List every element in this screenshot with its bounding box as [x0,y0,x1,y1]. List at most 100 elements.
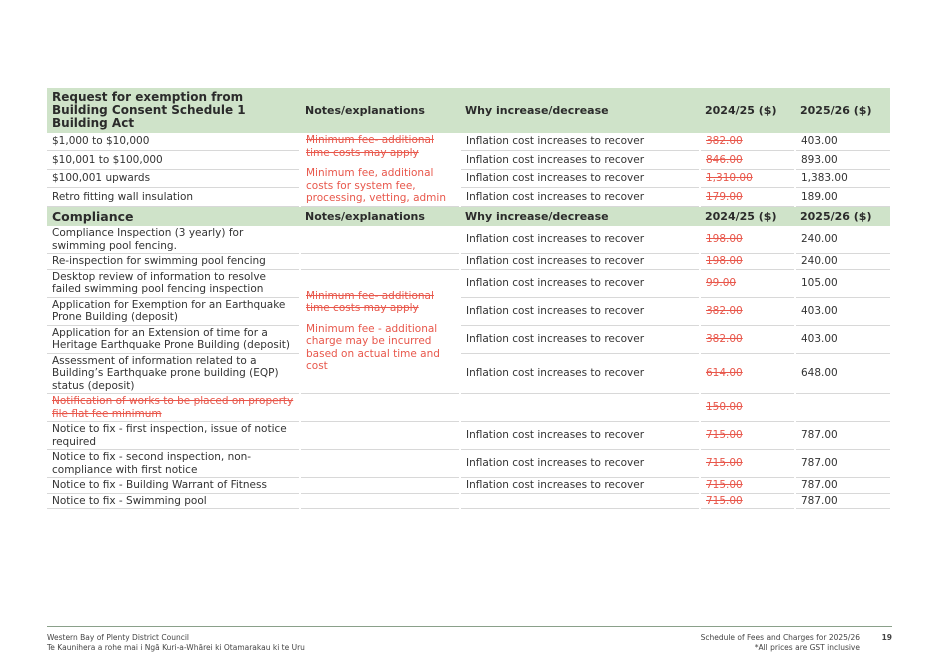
why-cell-text: Inflation cost increases to recover [466,153,645,166]
fee-item: Notice to fix - second inspection, non-c… [47,449,300,478]
why-cell-text: Inflation cost increases to recover [466,479,645,491]
fee-2024-25: 715.00 [699,477,795,494]
fee-item-text: Retro fitting wall insulation [52,190,194,203]
table-row: Application for Exemption for an Earthqu… [47,297,890,326]
fee-2024-25-text: 198.00 [706,233,743,246]
section-title: Compliance [47,207,300,226]
table-row: Assessment of information related to a B… [47,353,890,394]
table-row: $100,001 upwards Inflation cost increases… [47,169,890,189]
fee-2025-26-text: 787.00 [801,429,838,442]
why-cell: Inflation cost increases to recover [459,297,700,326]
fee-item: Compliance Inspection (3 yearly) for swi… [47,226,300,254]
fee-2024-25: 1,310.00 [699,169,795,189]
why-cell: Inflation cost increases to recover [459,150,700,170]
fee-2024-25-text: 382.00 [706,135,743,148]
notes-cell: Minimum fee- additional time costs may a… [299,133,460,207]
fee-2025-26-text: 403.00 [801,304,838,317]
footer-gst-note: *All prices are GST inclusive [754,643,860,652]
table-row: Notification of works to be placed on pr… [47,393,890,422]
fee-item: Desktop review of information to resolve… [47,269,300,298]
fee-2024-25-text: 150.00 [706,401,743,414]
fee-2024-25: 715.00 [699,493,795,509]
fee-item: Assessment of information related to a B… [47,353,300,394]
fee-item-text: Notice to fix - first inspection, issue … [52,423,287,448]
notes-cell: Minimum fee- additional time costs may a… [299,269,460,394]
fee-item-text: Notice to fix - second inspection, non-c… [52,451,252,476]
header-old: 2024/25 ($) [700,88,795,133]
fee-item: Notice to fix - Swimming pool [47,493,300,509]
table-row: Notice to fix - Building Warrant of Fitn… [47,477,890,494]
notes-cell [299,253,460,270]
compliance-table: Compliance Notes/explanations Why increa… [47,207,890,509]
fee-2024-25-text: 846.00 [706,153,743,166]
note-removed: Minimum fee- additional time costs may a… [306,289,434,315]
fee-2025-26-text: 787.00 [801,494,838,507]
fee-2024-25-text: 382.00 [706,304,743,317]
fee-2025-26-text: 240.00 [801,255,838,267]
fee-item: Re-inspection for swimming pool fencing [47,253,300,270]
fee-2025-26-text: 240.00 [801,233,838,246]
why-cell-text: Inflation cost increases to recover [466,172,645,185]
why-cell-text: Inflation cost increases to recover [466,233,645,246]
fee-2024-25: 382.00 [699,297,795,326]
fee-2024-25: 614.00 [699,353,795,394]
fee-item: $1,000 to $10,000 [47,133,300,152]
fee-2025-26: 648.00 [794,353,890,394]
table-row: Notice to fix - second inspection, non-c… [47,449,890,478]
fee-2025-26: 240.00 [794,253,890,270]
fee-2024-25: 846.00 [699,150,795,170]
why-cell-text: Inflation cost increases to recover [466,304,645,317]
fee-2024-25: 715.00 [699,449,795,478]
table-header: Request for exemption from Building Cons… [47,88,890,133]
fee-item-text: Compliance Inspection (3 yearly) for swi… [52,227,244,252]
fee-2025-26: 893.00 [794,150,890,170]
fee-item: Application for Exemption for an Earthqu… [47,297,300,326]
fee-item-text: $10,001 to $100,000 [52,153,163,166]
fee-item-text: Notice to fix - Swimming pool [52,494,207,507]
footer-doc-title: Schedule of Fees and Charges for 2025/26 [700,633,860,642]
note-new: Minimum fee - additional charge may be i… [306,322,440,373]
why-cell-text: Inflation cost increases to recover [466,190,645,203]
fee-2024-25-text: 382.00 [706,332,743,345]
fee-2025-26: 787.00 [794,493,890,509]
why-cell-text: Inflation cost increases to recover [466,255,645,267]
why-cell [459,493,700,509]
fee-item: Application for an Extension of time for… [47,325,300,354]
why-cell: Inflation cost increases to recover [459,133,700,152]
why-cell [459,393,700,422]
notes-cell [299,226,460,254]
fee-item-text: Re-inspection for swimming pool fencing [52,255,266,267]
table-row: Desktop review of information to resolve… [47,269,890,394]
fee-2024-25-text: 715.00 [706,429,743,442]
notes-cell [299,421,460,450]
fee-2025-26: 403.00 [794,297,890,326]
fee-2024-25-text: 715.00 [706,479,743,491]
fee-2025-26: 189.00 [794,187,890,207]
fee-2025-26-text: 648.00 [801,367,838,379]
fee-item: $10,001 to $100,000 [47,150,300,170]
fee-2024-25-text: 715.00 [706,494,743,507]
fee-item-text: Notice to fix - Building Warrant of Fitn… [52,479,267,491]
why-cell: Inflation cost increases to recover [459,449,700,478]
why-cell: Inflation cost increases to recover [459,477,700,494]
fee-2024-25: 198.00 [699,253,795,270]
fee-2025-26-text: 787.00 [801,457,838,470]
table-row: Compliance Inspection (3 yearly) for swi… [47,226,890,254]
fee-2025-26-text: 403.00 [801,332,838,345]
fee-2025-26: 240.00 [794,226,890,254]
fee-2024-25: 150.00 [699,393,795,422]
header-notes: Notes/explanations [300,88,460,133]
table-row: $1,000 to $10,000 Minimum fee- additional… [47,133,890,207]
header-why: Why increase/decrease [460,207,700,226]
why-cell-text: Inflation cost increases to recover [466,276,645,289]
fee-2024-25-text: 614.00 [706,367,743,379]
why-cell: Inflation cost increases to recover [459,353,700,394]
why-cell: Inflation cost increases to recover [459,169,700,189]
page-footer: Western Bay of Plenty District Council Te… [47,626,892,652]
table-row: Notice to fix - first inspection, issue … [47,421,890,450]
fee-item: $100,001 upwards [47,169,300,189]
table-row: Re-inspection for swimming pool fencing I… [47,253,890,270]
fee-item-text: $100,001 upwards [52,172,151,185]
fee-2025-26-text: 893.00 [801,153,838,166]
fee-2025-26: 787.00 [794,477,890,494]
